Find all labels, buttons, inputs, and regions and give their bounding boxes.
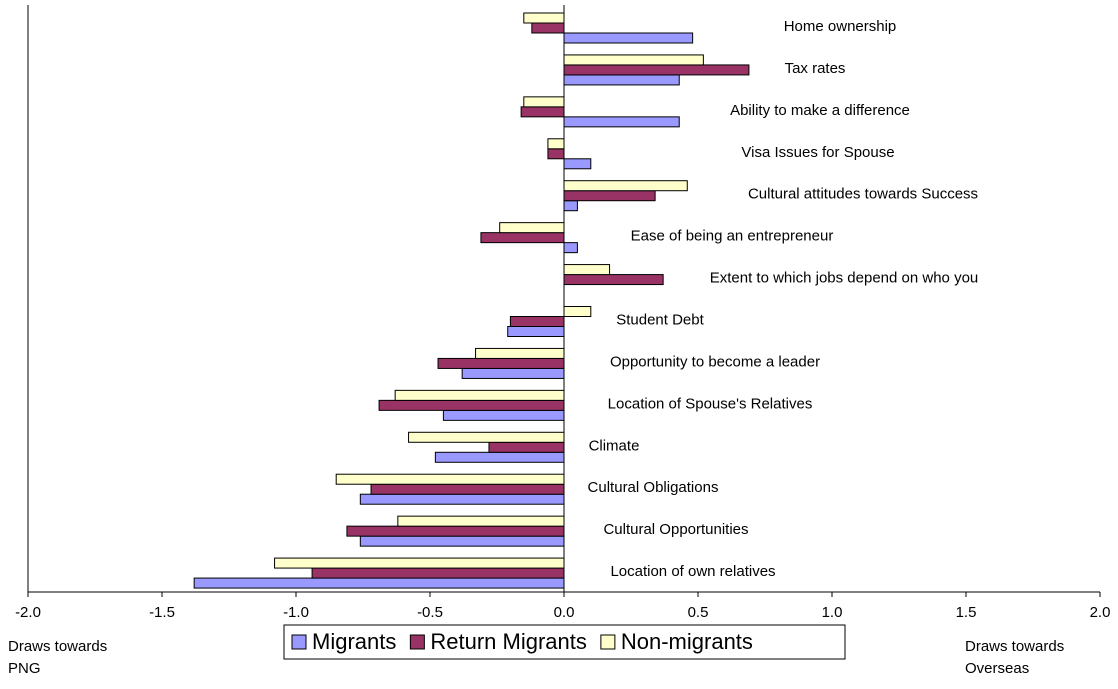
x-tick-label: -2.0	[15, 604, 41, 621]
bar	[563, 54, 704, 66]
bar	[442, 409, 565, 421]
bar	[437, 357, 565, 369]
x-tick-label: -1.5	[149, 604, 175, 621]
category-label: Ability to make a difference	[730, 102, 910, 119]
category-label: Climate	[589, 437, 640, 454]
bar	[563, 200, 578, 212]
x-tick-label: -0.5	[417, 604, 443, 621]
bar	[193, 577, 565, 589]
bar	[509, 316, 565, 327]
bar	[523, 12, 565, 24]
bar	[563, 180, 688, 192]
x-tick-label: 0.0	[554, 604, 575, 621]
bar	[408, 431, 565, 443]
bar	[563, 306, 592, 317]
bar	[434, 451, 565, 463]
bar	[563, 116, 680, 128]
category-label: Student Debt	[616, 311, 704, 328]
category-label: Extent to which jobs depend on who you	[710, 270, 979, 287]
bar	[547, 148, 565, 160]
x-tick-label: 0.5	[688, 604, 709, 621]
bar	[488, 441, 565, 453]
bar	[397, 515, 565, 527]
category-label: Cultural attitudes towards Success	[748, 186, 978, 203]
bar	[274, 557, 565, 569]
category-label: Cultural Opportunities	[603, 521, 748, 538]
left-label-line: PNG	[8, 660, 41, 677]
category-label: Ease of being an entrepreneur	[631, 228, 834, 245]
bar	[563, 190, 656, 202]
bar	[394, 389, 565, 401]
bar	[507, 326, 565, 337]
category-label: Opportunity to become a leader	[610, 353, 820, 370]
bar	[563, 32, 694, 44]
category-label: Location of Spouse's Relatives	[608, 395, 813, 412]
bar	[359, 493, 565, 505]
category-label: Location of own relatives	[610, 563, 775, 580]
category-label: Visa Issues for Spouse	[741, 144, 894, 161]
category-label: Home ownership	[784, 18, 897, 35]
bar	[520, 106, 565, 118]
legend-box	[283, 624, 846, 660]
category-label: Cultural Obligations	[588, 479, 719, 496]
bar	[563, 74, 680, 86]
bar	[531, 22, 565, 34]
bar	[311, 567, 565, 579]
legend-swatch	[600, 634, 616, 650]
bar	[563, 264, 611, 276]
bar	[563, 64, 750, 76]
bar	[359, 535, 565, 547]
legend-label: Migrants	[312, 629, 396, 654]
x-tick-label: 2.0	[1090, 604, 1111, 621]
right-label-line: Draws towards	[965, 638, 1064, 655]
legend-label: Return Migrants	[430, 629, 587, 654]
bar	[378, 399, 565, 411]
x-tick-label: -1.0	[283, 604, 309, 621]
bar	[563, 242, 578, 254]
bar	[563, 158, 592, 170]
bar	[475, 347, 565, 359]
legend-label: Non-migrants	[621, 629, 753, 654]
legend: Migrants Return Migrants Non-migrants	[283, 624, 846, 660]
bar	[547, 138, 565, 150]
bar	[480, 232, 565, 244]
bar	[523, 96, 565, 108]
left-label-line: Draws towards	[8, 638, 107, 655]
legend-swatch	[409, 634, 425, 650]
bar	[461, 367, 565, 379]
bar	[370, 483, 565, 495]
left-label: Draws towards PNG	[8, 638, 107, 677]
legend-swatch	[291, 634, 307, 650]
bar	[563, 274, 664, 286]
x-tick-label: 1.5	[956, 604, 977, 621]
category-label: Tax rates	[785, 60, 846, 77]
right-label: Draws towards Overseas	[965, 638, 1064, 677]
bar	[335, 473, 565, 485]
x-tick-label: 1.0	[822, 604, 843, 621]
bar	[499, 222, 565, 234]
right-label-line: Overseas	[965, 660, 1029, 677]
bar	[346, 525, 565, 537]
